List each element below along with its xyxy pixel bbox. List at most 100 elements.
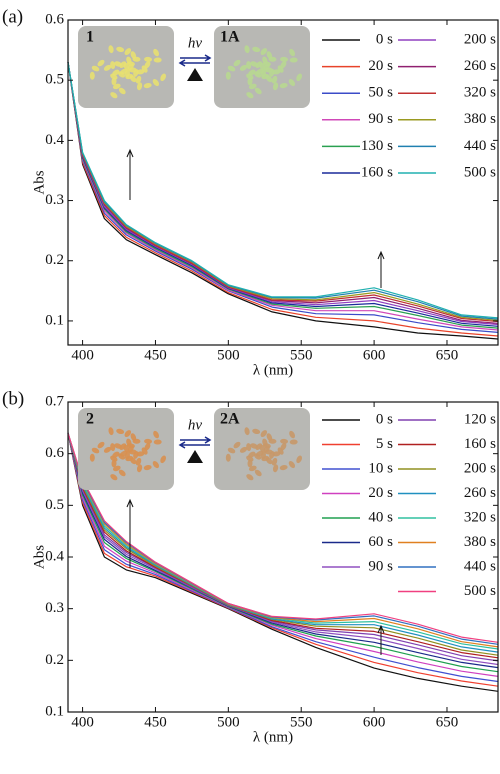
- y-tick-label: 0.6: [45, 11, 64, 27]
- crystal: [136, 82, 143, 91]
- spectrum-line: [67, 62, 499, 340]
- y-tick-label: 0.6: [45, 445, 64, 461]
- crystal: [127, 445, 134, 453]
- x-tick-label: 650: [436, 714, 459, 730]
- legend-label: 200 s: [464, 31, 496, 47]
- crystal: [97, 441, 105, 449]
- crystal: [144, 438, 153, 444]
- x-tick-label: 550: [290, 347, 313, 363]
- y-axis-label: Abs: [31, 545, 47, 569]
- crystal: [124, 430, 132, 437]
- trend-arrow: [126, 498, 134, 568]
- crystal: [91, 447, 100, 454]
- crystal: [244, 45, 250, 54]
- trend-arrow: [126, 148, 134, 200]
- crystal: [233, 59, 241, 67]
- crystal: [263, 63, 270, 71]
- crystal: [263, 445, 270, 453]
- crystal: [124, 451, 130, 460]
- crystal: [127, 63, 134, 71]
- legend-label: 90 s: [368, 558, 393, 574]
- crystal: [123, 444, 130, 453]
- crystal: [225, 453, 231, 462]
- crystal: [89, 453, 95, 462]
- x-tick-label: 600: [363, 347, 386, 363]
- panel-label: (b): [2, 388, 24, 409]
- crystal: [136, 464, 143, 473]
- legend-label: 160 s: [464, 436, 496, 452]
- y-tick-label: 0.2: [45, 252, 64, 268]
- y-tick-label: 0.1: [45, 312, 64, 328]
- crystal: [239, 446, 248, 453]
- crystal: [136, 451, 145, 457]
- legend-label: 20 s: [368, 58, 393, 74]
- crystal: [110, 474, 118, 481]
- crystal: [246, 443, 252, 452]
- crystal: [144, 443, 151, 451]
- crystal: [260, 48, 268, 55]
- legend-label: 440 s: [464, 558, 496, 574]
- crystal: [135, 457, 142, 466]
- crystal: [254, 87, 262, 95]
- legend-label: 120 s: [464, 411, 496, 427]
- crystal: [272, 451, 281, 457]
- crystal: [116, 428, 125, 435]
- legend-label: 200 s: [464, 460, 496, 476]
- x-tick-label: 400: [71, 347, 94, 363]
- y-tick-label: 0.1: [45, 703, 64, 719]
- crystal: [132, 438, 141, 444]
- crystal: [124, 48, 132, 55]
- photo-label: 1A: [220, 29, 240, 46]
- x-tick-label: 600: [363, 714, 386, 730]
- plot-frame: [67, 19, 499, 346]
- panel-label: (a): [2, 6, 23, 27]
- y-tick-label: 0.4: [45, 132, 64, 148]
- crystal: [279, 464, 288, 471]
- heat-triangle: [187, 68, 203, 81]
- crystal: [118, 469, 126, 477]
- arrow-label: hv: [188, 417, 203, 433]
- crystal: [153, 48, 159, 57]
- crystal: [153, 57, 162, 63]
- crystal: [108, 427, 114, 436]
- crystal: [112, 451, 120, 458]
- crystal: [110, 92, 118, 99]
- x-axis-label: λ (nm): [253, 729, 293, 745]
- crystal: [272, 69, 281, 75]
- legend-label: 50 s: [368, 85, 393, 101]
- crystal: [268, 438, 277, 444]
- crystal: [153, 430, 159, 439]
- crystal: [132, 56, 141, 62]
- crystal: [227, 447, 236, 454]
- crystal: [227, 65, 236, 72]
- legend-label: 500 s: [464, 583, 496, 599]
- y-tick-label: 0.3: [45, 600, 64, 616]
- legend-label: 0 s: [376, 411, 393, 427]
- y-tick-label: 0.3: [45, 192, 64, 208]
- y-tick-label: 0.2: [45, 652, 64, 668]
- y-tick-label: 0.4: [45, 548, 64, 564]
- crystal: [269, 451, 275, 459]
- crystal: [116, 46, 125, 53]
- crystal: [280, 61, 287, 69]
- heat-triangle: [187, 450, 203, 463]
- crystal: [110, 61, 116, 70]
- crystal: [136, 69, 145, 75]
- crystal: [143, 464, 152, 471]
- legend-label: 160 s: [361, 164, 393, 180]
- crystal: [288, 79, 296, 87]
- crystal: [97, 59, 105, 67]
- crystal: [280, 443, 287, 451]
- arrow-label: hv: [188, 35, 203, 51]
- photo-label: 2A: [220, 411, 240, 428]
- crystal: [112, 69, 120, 76]
- legend-label: 380 s: [464, 534, 496, 550]
- crystal: [248, 69, 256, 76]
- legend-label: 10 s: [368, 460, 393, 476]
- crystal: [268, 56, 277, 62]
- crystal: [272, 82, 279, 91]
- arrow-left: [178, 441, 210, 449]
- photo-label: 1: [86, 29, 94, 46]
- crystal: [144, 61, 151, 69]
- legend-label: 20 s: [368, 485, 393, 501]
